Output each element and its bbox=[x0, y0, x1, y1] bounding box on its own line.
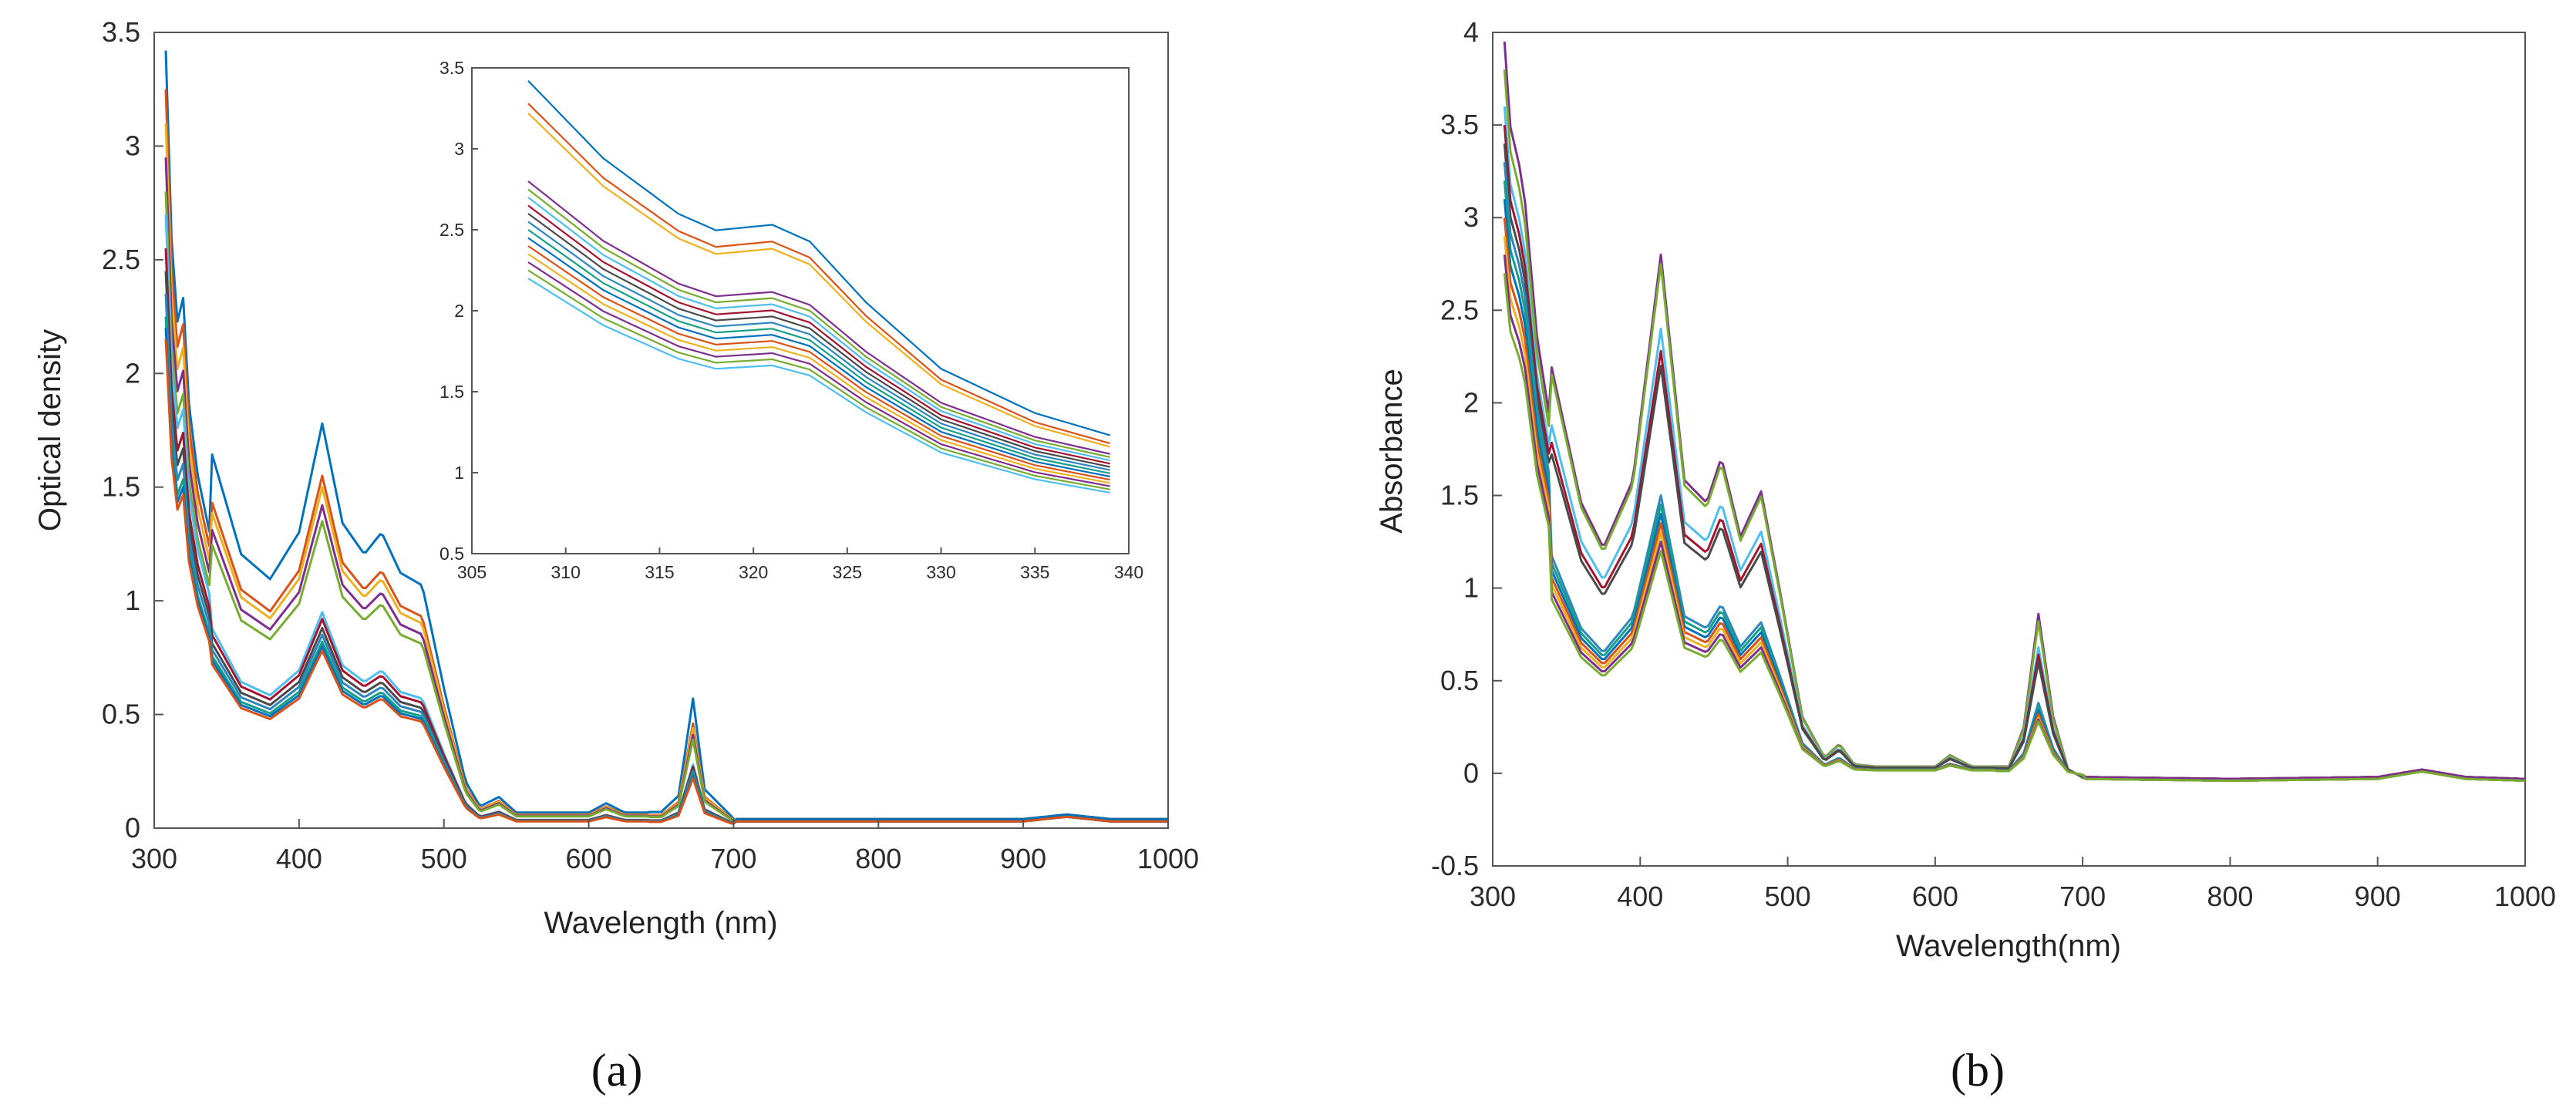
panel-a-y-tick-label: 0.5 bbox=[102, 699, 140, 730]
panel-b-series-line bbox=[1503, 162, 2526, 782]
panel-a-x-axis-label: Wavelength (nm) bbox=[544, 906, 777, 940]
inset-y-tick-label: 3 bbox=[454, 139, 464, 159]
panel-b-y-tick-label: 2.5 bbox=[1440, 294, 1479, 325]
panel-a-x-tick-label: 400 bbox=[276, 843, 322, 874]
inset-x-tick-label: 320 bbox=[739, 562, 768, 582]
inset-y-ticks: 0.5 1 1.5 2 2.5 3 3.5 bbox=[439, 58, 478, 564]
inset-y-tick-label: 2 bbox=[454, 301, 464, 321]
inset-x-tick-label: 310 bbox=[551, 562, 581, 582]
inset-series-line bbox=[527, 188, 1110, 458]
panel-a-x-tick-label: 700 bbox=[710, 843, 756, 874]
inset-series-line bbox=[527, 204, 1110, 465]
panel-b-x-tick-label: 500 bbox=[1765, 881, 1811, 912]
panel-b-series-group bbox=[1503, 41, 2526, 782]
panel-b-x-tick-label: 900 bbox=[2355, 881, 2401, 912]
panel-b-y-tick-label: 1.5 bbox=[1440, 480, 1479, 511]
panel-b-y-tick-label: 3 bbox=[1463, 201, 1479, 233]
inset-series-line bbox=[527, 103, 1110, 445]
panel-a-x-tick-label: 900 bbox=[1000, 843, 1046, 874]
inset-x-ticks: 305 310 315 320 325 330 335 340 bbox=[457, 547, 1143, 582]
panel-b-x-axis-label: Wavelength(nm) bbox=[1896, 929, 2121, 963]
panel-b-series-line bbox=[1503, 143, 2526, 780]
panel-b-x-tick-label: 800 bbox=[2207, 881, 2253, 912]
inset-series-line bbox=[527, 269, 1110, 490]
inset-y-tick-label: 2.5 bbox=[439, 220, 464, 240]
inset-x-tick-label: 325 bbox=[833, 562, 862, 582]
panel-b-y-ticks: -0.5 0 0.5 1 1.5 2 2.5 3 3.5 4 bbox=[1431, 16, 1502, 881]
panel-b-y-tick-label: 2 bbox=[1463, 386, 1479, 418]
panel-b-x-tick-label: 300 bbox=[1470, 881, 1516, 912]
panel-b-y-tick-label: -0.5 bbox=[1431, 850, 1479, 881]
inset-y-tick-label: 0.5 bbox=[439, 544, 464, 564]
panel-b-x-tick-label: 1000 bbox=[2494, 881, 2556, 912]
panel-b-y-tick-label: 1 bbox=[1463, 572, 1479, 604]
panel-b-series-line bbox=[1503, 273, 2526, 782]
panel-a-x-tick-label: 600 bbox=[566, 843, 612, 874]
inset-x-tick-label: 340 bbox=[1114, 562, 1143, 582]
panel-b-series-line bbox=[1503, 41, 2526, 780]
panel-a-y-ticks: 0 0.5 1 1.5 2 2.5 3 3.5 bbox=[102, 16, 163, 844]
panel-b-y-tick-label: 0.5 bbox=[1440, 665, 1479, 696]
panel-a-x-tick-label: 800 bbox=[855, 843, 901, 874]
panel-b-chart: 300 400 500 600 700 800 900 1000 -0.5 0 0.5 1 1.5 2 2… bbox=[1375, 16, 2556, 963]
panel-b-series-line bbox=[1503, 180, 2526, 780]
panel-a-y-axis-label: Optical density bbox=[33, 329, 67, 531]
panel-b-series-line bbox=[1503, 217, 2526, 780]
panel-b-series-line bbox=[1503, 106, 2526, 780]
panel-a-x-tick-label: 500 bbox=[421, 843, 467, 874]
inset-x-tick-label: 330 bbox=[926, 562, 955, 582]
inset-y-tick-label: 1.5 bbox=[439, 382, 464, 402]
panel-a-y-tick-label: 0 bbox=[125, 812, 140, 844]
inset-series-line bbox=[527, 229, 1110, 474]
inset-series-line bbox=[527, 253, 1110, 484]
inset-y-tick-label: 3.5 bbox=[439, 58, 464, 78]
inset-series-line bbox=[527, 245, 1110, 481]
panel-a-y-tick-label: 1.5 bbox=[102, 471, 140, 503]
panel-b-y-axis-label: Absorbance bbox=[1375, 369, 1409, 533]
inset-series-line bbox=[527, 197, 1110, 462]
panel-b-series-line bbox=[1503, 69, 2526, 782]
panel-b-y-tick-label: 0 bbox=[1463, 757, 1479, 789]
panel-a-caption-label: (a) bbox=[591, 1045, 643, 1096]
inset-series-line bbox=[527, 237, 1110, 478]
panel-a-series-group bbox=[164, 50, 1168, 825]
panel-b-x-tick-label: 400 bbox=[1617, 881, 1663, 912]
panel-a-y-tick-label: 1 bbox=[125, 584, 140, 616]
panel-b-y-tick-label: 3.5 bbox=[1440, 109, 1479, 140]
inset-x-tick-label: 305 bbox=[457, 562, 487, 582]
panel-b-x-ticks: 300 400 500 600 700 800 900 1000 bbox=[1470, 857, 2556, 912]
panel-a-x-tick-label: 1000 bbox=[1137, 843, 1199, 874]
inset-series-line bbox=[527, 213, 1110, 468]
panel-b-caption-label: (b) bbox=[1951, 1045, 2005, 1096]
panel-a-y-tick-label: 2.5 bbox=[102, 244, 140, 275]
inset-series-line bbox=[527, 221, 1110, 471]
panel-a-x-tick-label: 300 bbox=[131, 843, 177, 874]
panel-b-plot-frame bbox=[1492, 32, 2526, 867]
panel-a-plot-frame bbox=[153, 32, 1169, 829]
inset-series-line bbox=[527, 180, 1110, 455]
inset-y-tick-label: 1 bbox=[454, 463, 464, 483]
panel-a-y-tick-label: 2 bbox=[125, 357, 140, 389]
inset-series-line bbox=[527, 261, 1110, 487]
inset-series-group bbox=[527, 80, 1111, 493]
panel-b-x-tick-label: 700 bbox=[2059, 881, 2106, 912]
panel-a-y-tick-label: 3.5 bbox=[102, 16, 140, 48]
panel-a-inset: 305 310 315 320 325 330 335 340 0.5 1 1.5 2 2.5 3 3.5 bbox=[439, 58, 1143, 582]
inset-series-line bbox=[527, 113, 1110, 448]
panel-a-chart: 300 400 500 600 700 800 900 1000 00.511.522.533… bbox=[33, 16, 1199, 940]
panel-a-series-line bbox=[164, 339, 1168, 825]
inset-x-tick-label: 335 bbox=[1020, 562, 1049, 582]
panel-b-series-line bbox=[1503, 124, 2526, 782]
panel-b-y-tick-label: 4 bbox=[1463, 16, 1479, 48]
panel-b-x-tick-label: 600 bbox=[1912, 881, 1958, 912]
inset-series-line bbox=[527, 80, 1111, 436]
panel-a-x-ticks: 300 400 500 600 700 800 900 1000 bbox=[131, 819, 1199, 874]
inset-series-line bbox=[527, 278, 1110, 493]
panel-a-y-tick-label: 3 bbox=[125, 130, 140, 161]
inset-x-tick-label: 315 bbox=[645, 562, 674, 582]
